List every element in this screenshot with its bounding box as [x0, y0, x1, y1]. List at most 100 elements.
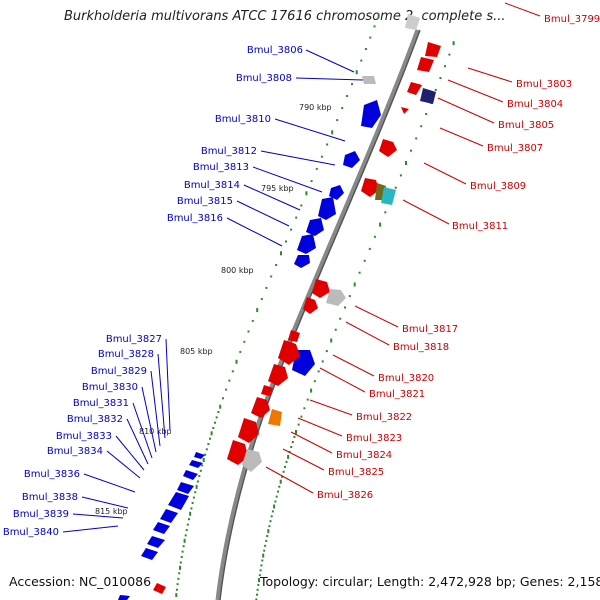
gene-arrow[interactable]	[168, 492, 189, 510]
svg-text:Bmul_3833: Bmul_3833	[56, 431, 112, 442]
gene-label[interactable]: Bmul_3807	[439, 127, 543, 154]
tick-mark	[306, 398, 309, 401]
gene-label[interactable]: Bmul_3832	[67, 414, 149, 465]
gene-label[interactable]: Bmul_3806	[247, 45, 355, 73]
gene-arrow[interactable]	[420, 88, 436, 104]
tick-mark	[264, 544, 267, 547]
gene-label[interactable]: Bmul_3799	[504, 2, 600, 25]
gene-arrow[interactable]	[318, 197, 336, 220]
gene-label[interactable]: Bmul_3804	[447, 79, 563, 110]
gene-label[interactable]: Bmul_3811	[402, 199, 508, 232]
gene-pseudo[interactable]	[242, 449, 262, 472]
gene-label[interactable]: Bmul_3812	[201, 146, 336, 166]
gene-arrow[interactable]	[343, 151, 360, 168]
gene-arrow[interactable]	[417, 57, 434, 72]
gene-arrow[interactable]	[407, 82, 422, 95]
gene-label[interactable]: Bmul_3822	[309, 399, 412, 423]
gene-arrow[interactable]	[379, 139, 397, 157]
gene-arrow[interactable]	[268, 364, 288, 386]
gene-label[interactable]: Bmul_3808	[236, 73, 364, 84]
gene-arrow[interactable]	[189, 460, 203, 468]
gene-arrow[interactable]	[238, 418, 259, 443]
tick-mark	[269, 520, 272, 523]
gene-label[interactable]: Bmul_3821	[319, 367, 425, 400]
gene-arrow[interactable]	[294, 255, 310, 268]
gene-label[interactable]: Bmul_3815	[177, 196, 290, 227]
gene-label[interactable]: Bmul_3820	[332, 354, 434, 384]
tick-mark	[420, 125, 423, 128]
tick-mark	[277, 490, 279, 493]
gene-arrow[interactable]	[329, 185, 344, 200]
gene-arrow[interactable]	[268, 409, 282, 426]
backbone-arc-highlight	[219, 29, 421, 600]
gene-arrow[interactable]	[278, 340, 300, 365]
tick-mark	[266, 535, 269, 537]
svg-text:Bmul_3826: Bmul_3826	[317, 490, 373, 501]
gene-label[interactable]: Bmul_3831	[73, 398, 153, 459]
gene-arrow[interactable]	[303, 297, 318, 314]
gene-arrow[interactable]	[297, 234, 316, 254]
gene-arrow[interactable]	[118, 595, 130, 600]
gene-label[interactable]: Bmul_3839	[13, 509, 124, 520]
gene-label[interactable]: Bmul_3830	[82, 382, 157, 453]
gene-label[interactable]: Bmul_3827	[106, 334, 171, 431]
gene-label[interactable]: Bmul_3828	[98, 349, 166, 439]
gene-label[interactable]: Bmul_3836	[24, 469, 136, 493]
gene-arrow[interactable]	[261, 385, 273, 396]
gene-label[interactable]: Bmul_3834	[47, 446, 141, 479]
tick-track-outer	[255, 41, 455, 600]
gene-arrow[interactable]	[227, 440, 248, 465]
gene-arrow[interactable]	[177, 482, 194, 494]
gene-arrow[interactable]	[251, 397, 270, 418]
svg-text:Bmul_3829: Bmul_3829	[91, 366, 147, 377]
gene-pseudo[interactable]	[326, 289, 346, 306]
gene-arrow[interactable]	[160, 509, 178, 523]
gene-label[interactable]: Bmul_3817	[354, 305, 458, 335]
gene-arrow[interactable]	[381, 187, 396, 205]
gene-arrow[interactable]	[425, 42, 441, 57]
gene-label[interactable]: Bmul_3818	[345, 321, 449, 353]
topology-text: Topology: circular; Length: 2,472,928 bp…	[260, 574, 600, 589]
tick-mark	[360, 59, 363, 62]
gene-arrow[interactable]	[183, 470, 198, 480]
tick-mark	[364, 48, 367, 50]
tick-mark	[305, 191, 308, 196]
gene-arrow[interactable]	[153, 522, 170, 534]
gene-label[interactable]: Bmul_3829	[91, 366, 161, 447]
tick-mark	[239, 350, 242, 353]
gene-label[interactable]: Bmul_3810	[215, 114, 346, 142]
gene-label[interactable]: Bmul_3826	[265, 466, 373, 501]
gene-label[interactable]: Bmul_3814	[184, 180, 301, 211]
gene-pseudo[interactable]	[405, 14, 420, 30]
gene-arrow[interactable]	[361, 178, 379, 197]
gene-arrow[interactable]	[401, 107, 409, 114]
gene-label[interactable]: Bmul_3805	[437, 97, 554, 131]
tick-mark	[373, 25, 376, 28]
gene-arrow[interactable]	[147, 536, 165, 548]
gene-label[interactable]: Bmul_3803	[467, 67, 572, 90]
gene-label[interactable]: Bmul_3838	[22, 492, 129, 509]
gene-label[interactable]: Bmul_3833	[56, 431, 145, 471]
gene-label[interactable]: Bmul_3823	[297, 417, 402, 444]
tick-mark	[265, 539, 268, 542]
tick-mark	[196, 480, 199, 483]
gene-arrow[interactable]	[141, 548, 158, 560]
gene-arrow[interactable]	[288, 330, 300, 342]
gene-arrow[interactable]	[361, 100, 381, 128]
gene-arrow[interactable]	[312, 279, 330, 298]
gene-label[interactable]: Bmul_3809	[423, 162, 526, 192]
gene-label[interactable]: Bmul_3816	[167, 213, 283, 247]
gene-label[interactable]: Bmul_3813	[193, 162, 323, 193]
tick-mark	[194, 491, 197, 494]
gene-arrow[interactable]	[153, 583, 166, 594]
gene-arrow[interactable]	[306, 218, 324, 236]
gene-arrow[interactable]	[194, 452, 205, 459]
gene-label[interactable]: Bmul_3824	[290, 431, 392, 461]
gene-label[interactable]: Bmul_3840	[3, 525, 119, 538]
gene-pseudo[interactable]	[362, 76, 376, 84]
gene-label[interactable]: Bmul_3825	[282, 448, 384, 478]
tick-mark	[191, 502, 194, 504]
tick-mark	[351, 83, 353, 86]
svg-text:Bmul_3827: Bmul_3827	[106, 334, 162, 345]
left-gene-labels: Bmul_3806 Bmul_3808 Bmul_3810 Bmul_3812 …	[3, 45, 364, 538]
